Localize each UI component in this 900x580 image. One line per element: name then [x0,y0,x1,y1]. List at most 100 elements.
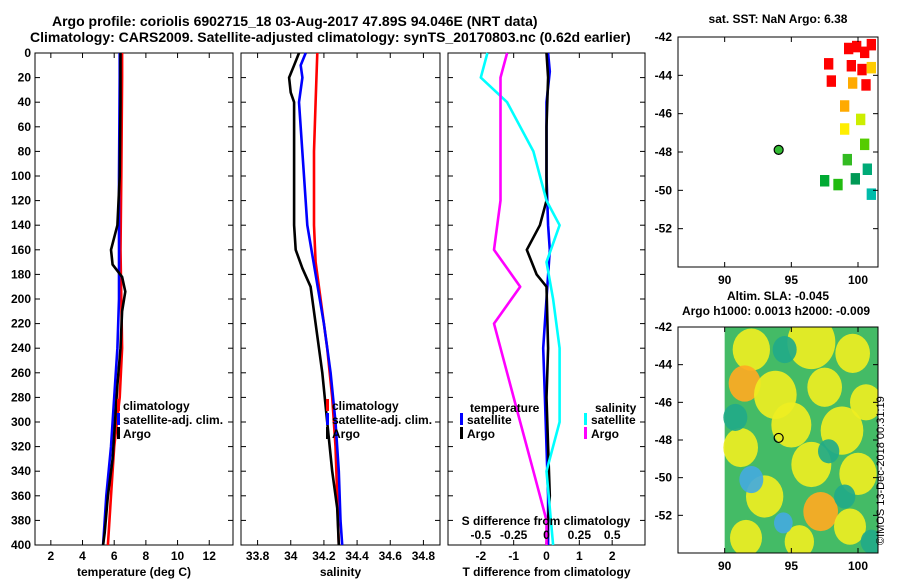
salinity-series-satellite-adj-clim- [297,52,344,546]
temperature-legend-label: Argo [123,427,151,441]
sla-blob [732,328,770,371]
temperature-legend-swatch [117,413,120,425]
salinity-xtick-label: 34.2 [312,549,336,563]
sst-map-lon-label: 95 [785,273,799,287]
difference-series-salinity-satellite [479,52,561,546]
sst-map-lat-label: -44 [655,68,673,82]
sla-map-subtitle: Argo h1000: 0.0013 h2000: -0.009 [682,304,870,318]
difference-secondary-tick-label: 0.25 [568,528,592,542]
sla-blob [834,508,866,545]
difference-xtick-label: 0 [543,549,550,563]
sla-blob [772,336,797,364]
difference-xlabel: T difference from climatology [462,565,630,579]
sla-map-lat-label: -52 [655,508,673,522]
difference-legend-label: Argo [591,427,619,441]
difference-legend-label: Argo [467,427,495,441]
difference-legend-label: satellite [591,413,636,427]
sst-map-lat-label: -48 [655,145,673,159]
sla-map-field [723,327,878,553]
salinity-legend-swatch [326,399,329,411]
temperature-series-argo [101,53,127,546]
sst-map-lat-label: -52 [655,222,673,236]
depth-tick-label: 340 [11,464,31,478]
sla-blob [850,384,878,421]
salinity-plot-frame [240,52,441,546]
difference-legend-title-temperature: temperature [470,401,540,415]
depth-tick-label: 160 [11,243,31,257]
difference-legend-swatch [584,427,587,439]
depth-tick-label: 80 [18,144,32,158]
salinity-xtick-label: 34.4 [345,549,369,563]
difference-legend-label: satellite [467,413,512,427]
sst-cell [840,123,850,135]
depth-tick-label: 100 [11,169,31,183]
sst-cell [861,79,871,91]
difference-profile-panel: -2 -1 0 1 2 T difference from climatology temp… [447,52,646,579]
depth-tick-label: 360 [11,489,31,503]
salinity-legend-label: Argo [332,427,360,441]
temperature-xtick-label: 4 [79,549,86,563]
difference-legend-swatch [460,427,463,439]
temperature-profile-panel: 0 20 40 60 80 100 120 140 160 180 200 220 240 260 280 3… [11,46,234,579]
sla-map-lon-label: 90 [718,559,732,573]
sst-cell [844,42,854,55]
sla-blob [818,439,840,464]
difference-xtick-label: 1 [576,549,583,563]
salinity-legend-label: satellite-adj. clim. [332,413,432,427]
temperature-xlabel: temperature (deg C) [77,565,191,579]
sla-map-lat-label: -46 [655,395,673,409]
difference-series-salinity-argo [492,52,548,545]
salinity-series-argo [287,52,341,546]
sla-blob [839,452,877,495]
salinity-legend-swatch [326,413,329,425]
sst-map-lat-label: -42 [655,30,673,44]
sla-map-title: Altim. SLA: -0.045 [727,289,829,303]
difference-secondary-tick-label: -0.5 [470,528,491,542]
sst-cell [857,63,867,76]
sst-map-title: sat. SST: NaN Argo: 6.38 [709,12,848,26]
depth-tick-label: 0 [24,46,31,60]
depth-tick-label: 300 [11,415,31,429]
difference-series-temperature-argo [525,52,552,546]
difference-legend-title-salinity: salinity [595,401,637,415]
temperature-legend-label: climatology [123,399,190,413]
sst-cell [820,175,830,187]
sla-blob [784,525,814,553]
sst-cell [850,173,860,185]
depth-tick-label: 20 [18,71,32,85]
sst-map-argo-marker [773,144,784,155]
sst-cell [866,61,876,74]
difference-secondary-tick-label: 0.5 [604,528,621,542]
difference-xtick-label: -1 [508,549,519,563]
depth-tick-label: 260 [11,366,31,380]
sst-cell [848,77,858,89]
sst-map-lat-label: -46 [655,107,673,121]
sla-blob [803,491,839,532]
difference-secondary-xlabel: S difference from climatology [462,514,631,528]
sst-map-panel: -42 -44 -46 -48 -50 -52 90 95 100 [655,30,879,287]
sst-cell [842,153,852,166]
temperature-xtick-label: 6 [111,549,118,563]
sst-cell [862,163,872,175]
salinity-xlabel: salinity [320,565,362,579]
sst-cell [866,38,876,51]
depth-tick-label: 60 [18,120,32,134]
sst-cell [826,75,836,87]
title-line-1: Argo profile: coriolis 6902715_18 03-Aug… [52,13,538,29]
sla-blob [739,465,764,494]
title-line-2: Climatology: CARS2009. Satellite-adjuste… [30,29,631,45]
difference-secondary-tick-label: -0.25 [500,528,528,542]
sla-blob [728,365,761,402]
depth-tick-label: 400 [11,538,31,552]
sst-cell [824,58,834,70]
salinity-legend-swatch [326,427,329,439]
sst-cell [833,178,843,191]
sst-map-lon-label: 100 [848,273,868,287]
depth-tick-label: 240 [11,341,31,355]
sla-map-lon-label: 95 [785,559,799,573]
sst-map-field [820,38,876,200]
salinity-legend-label: climatology [332,399,399,413]
sst-cell [856,113,866,126]
temperature-legend-label: satellite-adj. clim. [123,413,223,427]
sst-cell [852,40,862,53]
